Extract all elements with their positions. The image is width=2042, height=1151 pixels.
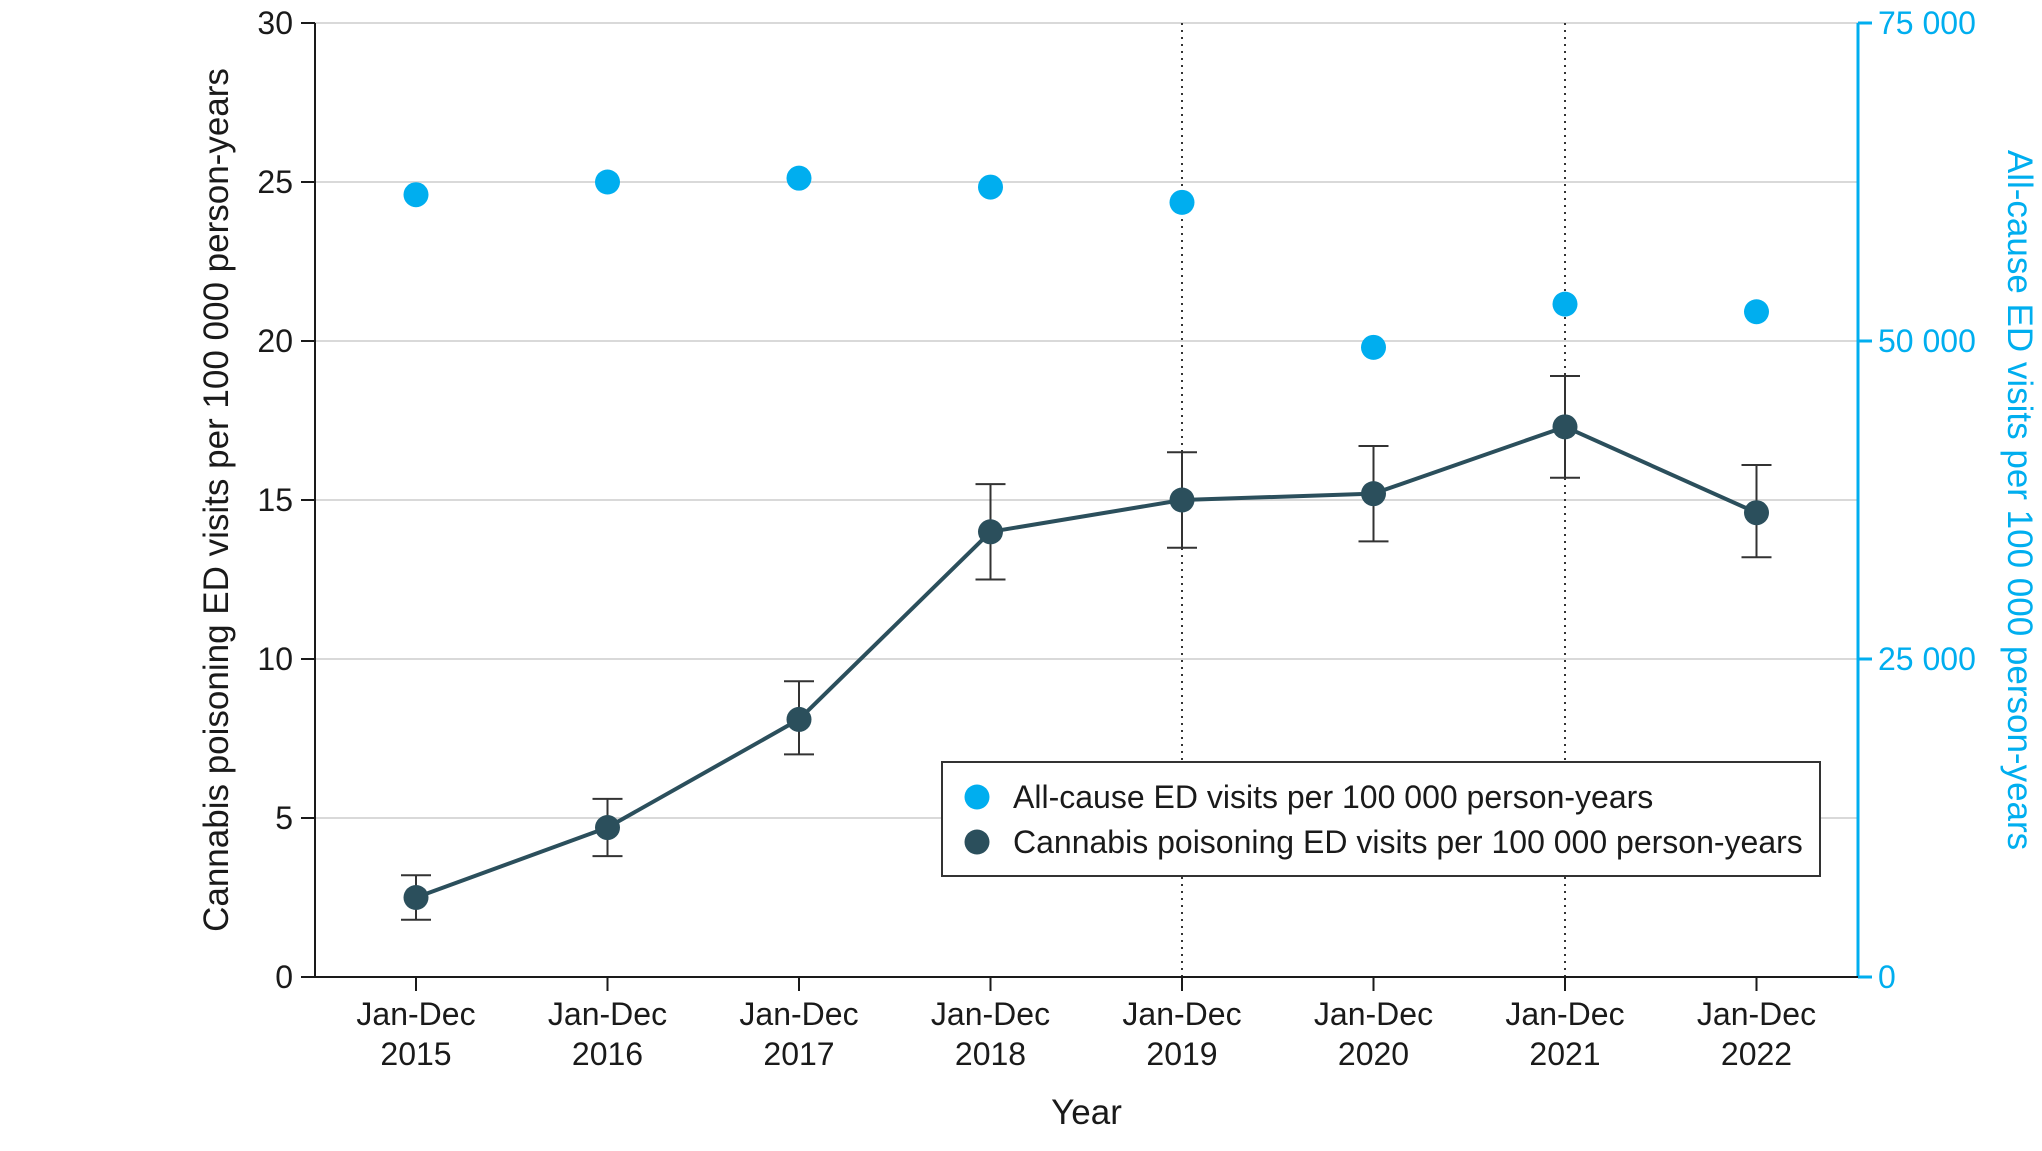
gridlines [315, 22, 1858, 819]
legend: All-cause ED visits per 100 000 person-y… [941, 761, 1821, 877]
left-tick-label: 25 [257, 164, 293, 200]
legend-cannabis-marker [964, 829, 990, 855]
x-tick-label-line: 2016 [572, 1036, 643, 1072]
left-tick-label: 15 [257, 482, 293, 518]
x-tick-label-line: Jan-Dec [1314, 996, 1433, 1032]
left-tick-label: 20 [257, 323, 293, 359]
x-tick-label: Jan-Dec 2017 [739, 996, 858, 1072]
left-tick-label: 5 [275, 800, 293, 836]
x-tick-label-line: Jan-Dec [1697, 996, 1816, 1032]
x-tick-label: Jan-Dec 2019 [1122, 996, 1241, 1072]
right-tick-label: 0 [1878, 959, 1896, 995]
x-tick-label-line: 2017 [763, 1036, 834, 1072]
x-tick-label-line: 2021 [1529, 1036, 1600, 1072]
cannabis-point [1361, 481, 1386, 507]
all-cause-point [1744, 299, 1769, 325]
legend-all-cause-label: All-cause ED visits per 100 000 person-y… [1013, 779, 1653, 815]
cannabis-point [786, 706, 812, 732]
cannabis-point [978, 519, 1003, 545]
x-tick-label-line: Jan-Dec [356, 996, 475, 1032]
cannabis-point [403, 885, 429, 910]
cannabis-point [1552, 414, 1578, 440]
all-cause-point [403, 182, 429, 208]
x-tick-label-line: Jan-Dec [1122, 996, 1241, 1032]
right-tick-label: 75 000 [1878, 5, 1976, 41]
cannabis-line [415, 424, 1758, 900]
cannabis-point [595, 815, 620, 841]
x-tick-label-line: Jan-Dec [1505, 996, 1624, 1032]
left-tick-label: 30 [257, 5, 293, 41]
x-tick-label-line: Jan-Dec [931, 996, 1050, 1032]
right-tick-label: 25 000 [1878, 641, 1976, 677]
series [401, 165, 1772, 921]
all-cause-point [1552, 291, 1578, 317]
x-tick-label: Jan-Dec 2020 [1314, 996, 1433, 1072]
all-cause-point [786, 165, 812, 191]
legend-box [941, 761, 1821, 877]
left-tick-label: 0 [275, 959, 293, 995]
x-tick-label: Jan-Dec 2015 [356, 996, 475, 1072]
right-tick-label: 50 000 [1878, 323, 1976, 359]
all-cause-point [1361, 334, 1386, 360]
x-tick-label-line: 2019 [1146, 1036, 1217, 1072]
legend-cannabis-label: Cannabis poisoning ED visits per 100 000… [1013, 824, 1803, 860]
x-tick-label: Jan-Dec 2016 [548, 996, 667, 1072]
x-tick-label-line: 2022 [1721, 1036, 1792, 1072]
x-tick-label-line: Jan-Dec [548, 996, 667, 1032]
x-tick-label: Jan-Dec 2018 [931, 996, 1050, 1072]
right-axis-title: All-cause ED visits per 100 000 person-y… [2000, 150, 2039, 850]
x-tick-label: Jan-Dec 2021 [1505, 996, 1624, 1072]
x-tick-label-line: 2015 [380, 1036, 451, 1072]
x-tick-label: Jan-Dec 2022 [1697, 996, 1816, 1072]
x-tick-label-line: Jan-Dec [739, 996, 858, 1032]
legend-all-cause-marker [964, 784, 990, 810]
x-axis-title: Year [1051, 1093, 1122, 1132]
left-tick-label: 10 [257, 641, 293, 677]
all-cause-point [978, 174, 1003, 200]
x-tick-label-line: 2020 [1338, 1036, 1409, 1072]
axes: 0 5 10 15 20 25 30 0 25 000 50 000 75 000 Jan-Dec 20… [197, 5, 2039, 1132]
cannabis-point [1744, 500, 1769, 526]
all-cause-point [595, 169, 620, 195]
cannabis-point [1169, 487, 1195, 513]
left-axis-title: Cannabis poisoning ED visits per 100 000… [197, 68, 236, 932]
x-tick-label-line: 2018 [955, 1036, 1026, 1072]
all-cause-point [1169, 189, 1195, 215]
